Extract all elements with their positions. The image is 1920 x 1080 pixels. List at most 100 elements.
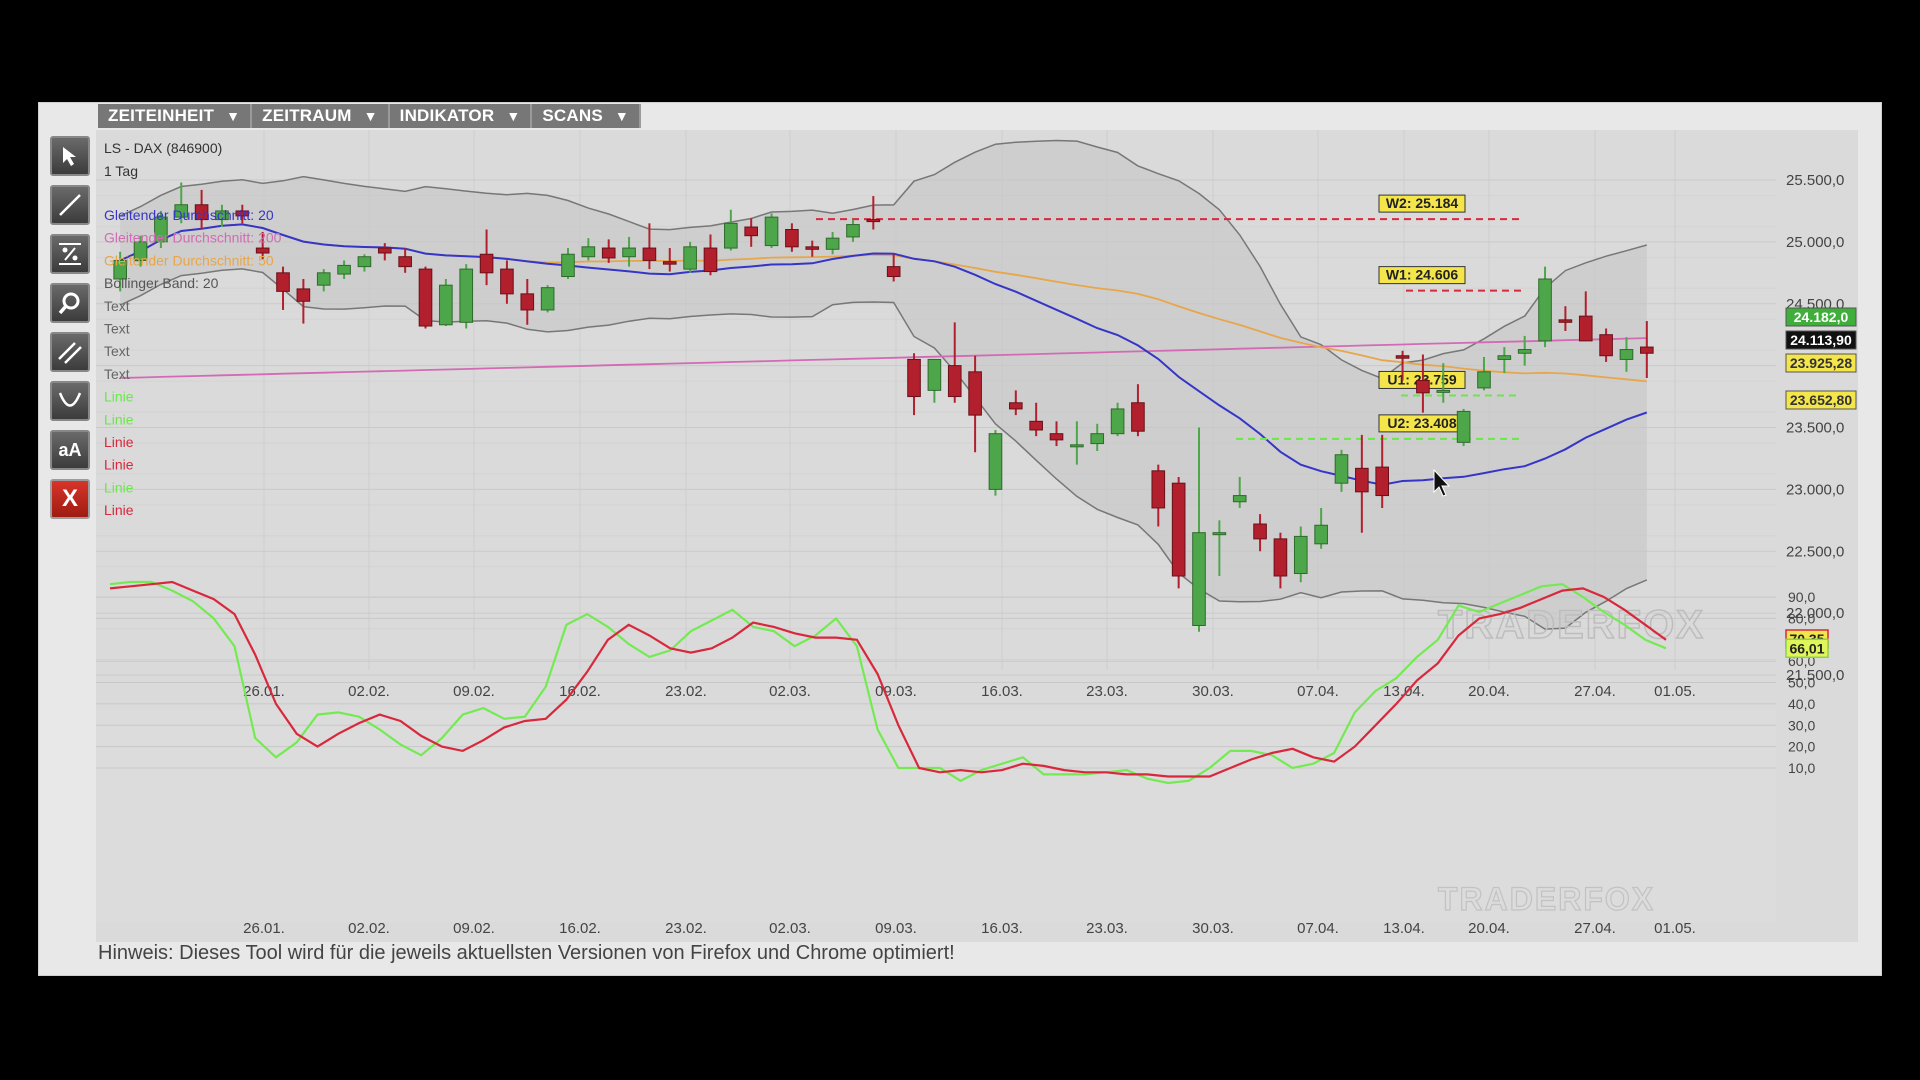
legend-item: Text — [104, 343, 130, 359]
price-tick-label: 25.000,0 — [1786, 234, 1844, 251]
menu-zeiteinheit[interactable]: ZEITEINHEIT ▼ — [98, 104, 253, 128]
date-tick-label: 26.01. — [243, 683, 285, 700]
date-tick-label: 16.02. — [559, 683, 601, 700]
osc-value-tag — [1785, 638, 1829, 659]
candle-body-up — [439, 284, 453, 326]
osc-tick-label: 80,0 — [1788, 610, 1815, 626]
candle-body-up — [1110, 408, 1125, 435]
traderfox-watermarks: TRADERFOX TRADERFOX — [1437, 602, 1705, 917]
pointer-arrow-icon — [63, 147, 76, 166]
candle-body-up — [1232, 495, 1247, 503]
date-tick-label-osc: 09.03. — [875, 920, 917, 937]
legend-item: Linie — [104, 479, 134, 495]
date-tick-label: 16.03. — [981, 683, 1023, 700]
candle-body-down — [398, 256, 412, 268]
menu-zeiteinheit-label: ZEITEINHEIT — [108, 106, 215, 125]
candle-body-down — [194, 204, 209, 221]
arc-tool-icon — [58, 392, 82, 407]
letterbox-top — [0, 0, 1920, 64]
level-label: W1: 24.606 — [1386, 267, 1459, 283]
bollinger-band-fill — [120, 140, 1647, 630]
price-tick-label: 23.000,0 — [1786, 481, 1844, 498]
traderfox-watermark: TRADERFOX — [1438, 603, 1705, 647]
legend-item: Text — [104, 321, 130, 337]
menu-scans-label: SCANS — [542, 106, 603, 125]
price-tag-box — [1785, 330, 1857, 350]
legend-item: Gleitender Durchschnitt: 50 — [104, 252, 274, 268]
zoom-tool-button[interactable] — [50, 283, 90, 323]
line-tool-button[interactable] — [50, 185, 90, 225]
menu-scans[interactable]: SCANS ▼ — [532, 104, 641, 128]
instrument-title: LS - DAX (846900) — [104, 140, 222, 156]
ma20-line — [119, 223, 1648, 486]
date-tick-label: 01.05. — [1654, 683, 1696, 700]
candle-body-up — [764, 216, 779, 247]
candle-body-down — [947, 365, 962, 398]
candle-body-up — [1497, 355, 1512, 360]
legend-item: Text — [104, 298, 130, 314]
candle-body-down — [1395, 355, 1410, 359]
candle-body-up — [459, 268, 474, 323]
candle-body-down — [1578, 315, 1593, 342]
date-tick-label-osc: 16.03. — [981, 920, 1023, 937]
candle-body-up — [846, 224, 860, 238]
arc-tool-button[interactable] — [50, 381, 90, 421]
percent-tool-button[interactable] — [50, 234, 90, 274]
date-tick-label-osc: 23.02. — [665, 920, 707, 937]
price-tick-label: 21.500,0 — [1786, 667, 1844, 684]
moving-averages — [119, 223, 1648, 486]
menu-indikator[interactable]: INDIKATOR ▼ — [390, 104, 533, 128]
legend-item: Linie — [104, 411, 134, 427]
candle-body-down — [805, 246, 820, 250]
price-tag-label: 24.113,90 — [1790, 332, 1852, 348]
price-tag-box — [1785, 353, 1857, 373]
price-tags: 24.182,0 24.113,90 23.925,28 23.652,80 — [1785, 307, 1857, 410]
date-tick-label-osc: 27.04. — [1574, 920, 1616, 937]
date-tick-label-osc: 20.04. — [1468, 920, 1510, 937]
price-tick-label: 25.500,0 — [1786, 172, 1844, 189]
chart-axes: 25.500,025.000,024.500,024.000,023.500,0… — [243, 172, 1844, 937]
chart-legend: LS - DAX (846900) 1 Tag Gleitender Durch… — [104, 140, 282, 518]
legend-item: Gleitender Durchschnitt: 200 — [104, 230, 282, 246]
legend-item: Linie — [104, 434, 134, 450]
osc-tick-label: 50,0 — [1788, 675, 1815, 691]
level-label-box — [1378, 266, 1466, 285]
price-tag-label: 23.925,28 — [1790, 355, 1852, 371]
osc-tick-label: 90,0 — [1788, 589, 1815, 605]
candle-body-up — [1477, 371, 1491, 389]
legend-item: Linie — [104, 502, 134, 518]
candle-body-up — [215, 210, 229, 221]
candle-body-up — [154, 216, 168, 243]
candle-body-down — [601, 247, 616, 259]
pointer-tool-button[interactable] — [50, 136, 90, 176]
legend-item: Linie — [104, 389, 134, 405]
delete-tool-button[interactable]: X — [50, 479, 90, 519]
candle-body-down — [276, 272, 290, 292]
date-tick-label-osc: 23.03. — [1086, 920, 1128, 937]
candle-body-up — [540, 287, 555, 311]
parallel-lines-tool-button[interactable] — [50, 332, 90, 372]
candle-body-down — [1355, 467, 1369, 493]
candlesticks — [113, 182, 1654, 632]
delete-x-icon: X — [61, 485, 78, 512]
candle-body-down — [296, 288, 311, 302]
text-tool-button[interactable]: aA — [50, 430, 90, 470]
price-tag-box — [1785, 390, 1857, 410]
osc-tick-label: 30,0 — [1788, 717, 1815, 733]
osc-tick-label: 40,0 — [1788, 696, 1815, 712]
candle-body-up — [1517, 349, 1532, 354]
candle-body-up — [337, 264, 351, 275]
chevron-down-icon: ▼ — [614, 108, 629, 124]
candle-body-down — [866, 219, 881, 223]
candle-body-up — [174, 204, 189, 218]
menu-indikator-label: INDIKATOR — [399, 106, 495, 125]
candle-body-up — [316, 272, 331, 286]
candle-body-down — [744, 226, 759, 237]
candle-body-down — [1416, 379, 1430, 394]
candle-body-up — [683, 246, 697, 270]
menu-zeitraum[interactable]: ZEITRAUM ▼ — [252, 104, 390, 128]
candle-body-down — [479, 253, 494, 274]
candle-body-up — [1070, 444, 1084, 448]
date-tick-label: 23.02. — [665, 683, 707, 700]
